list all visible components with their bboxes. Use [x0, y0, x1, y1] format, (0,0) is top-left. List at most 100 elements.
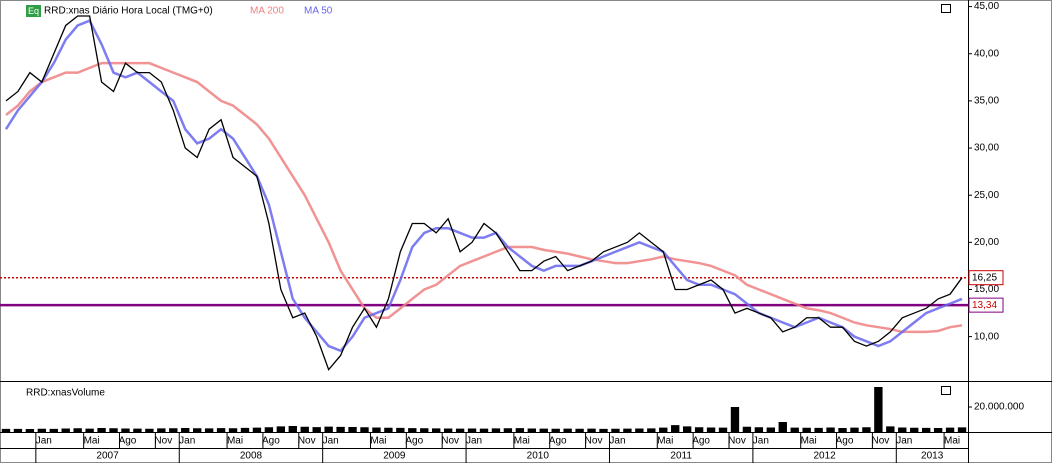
level-label-box [968, 297, 1004, 313]
x-tick-label: Nov [154, 436, 172, 447]
y-tick-label: 45,00 [974, 1, 999, 12]
volume-bar [443, 428, 453, 432]
volume-bar [491, 428, 501, 432]
volume-bar [181, 428, 190, 432]
maximize-button[interactable] [941, 4, 951, 13]
x-tick-label: Nov [298, 436, 316, 447]
volume-bar [25, 429, 35, 432]
volume-bar [539, 428, 548, 432]
volume-bar [312, 427, 321, 432]
volume-bar [61, 428, 70, 432]
volume-bar [910, 427, 919, 432]
legend-entry[interactable]: MA 50 [304, 6, 333, 17]
x-tick-label: Mai [370, 436, 386, 447]
y-tick-label: 30,00 [974, 143, 999, 154]
y-tick-label: 15,00 [974, 284, 999, 295]
volume-bar [288, 426, 297, 432]
x-tick-label: Nov [585, 436, 603, 447]
volume-bar [300, 426, 309, 432]
legend-entry[interactable]: MA 200 [250, 6, 284, 17]
x-tick-label: Jan [609, 436, 625, 447]
volume-bar [563, 428, 572, 432]
x-tick-label: Jan [753, 436, 769, 447]
year-label: 2010 [527, 451, 550, 462]
x-tick-label: Mai [657, 436, 673, 447]
y-tick-label: 20,00 [974, 237, 999, 248]
series-line [4, 19, 963, 353]
volume-bar [933, 428, 943, 432]
volume-bar [862, 427, 871, 432]
volume-bar [133, 428, 142, 432]
volume-bar [348, 427, 357, 432]
year-label: 2011 [670, 451, 692, 462]
x-tick-label: Ago [262, 436, 280, 447]
x-tick-label: Ago [836, 436, 854, 447]
volume-bar [455, 428, 465, 432]
volume-bar [109, 428, 118, 432]
maximize-button[interactable] [941, 386, 951, 395]
year-label: 2009 [383, 451, 406, 462]
year-label: 2008 [240, 451, 263, 462]
volume-bar [802, 427, 811, 432]
volume-bar [372, 427, 381, 432]
volume-bar [957, 427, 967, 432]
volume-bar [420, 428, 429, 432]
volume-bar [73, 428, 82, 432]
volume-bar [276, 426, 286, 432]
level-label-box [968, 270, 1004, 286]
x-tick-label: Jan [896, 436, 912, 447]
x-tick-label: Jan [36, 436, 52, 447]
volume-bar [682, 426, 692, 432]
volume-bar [898, 427, 907, 432]
volume-bar [85, 428, 94, 432]
x-tick-label: Nov [871, 436, 889, 447]
volume-bar [575, 428, 584, 432]
x-tick-label: Mai [944, 436, 960, 447]
x-tick-label: Mai [801, 436, 817, 447]
x-tick-label: Jan [466, 436, 482, 447]
volume-bar [264, 427, 274, 432]
volume-bar [754, 427, 764, 432]
volume-bar [13, 428, 23, 432]
volume-bar [145, 428, 154, 432]
volume-bar [826, 427, 835, 432]
volume-bar [157, 428, 166, 432]
chart-title: RRD:xnas Diário Hora Local (TMG+0) [44, 6, 213, 17]
volume-bar [611, 428, 620, 432]
x-tick-label: Mai [514, 436, 530, 447]
volume-bar [718, 427, 728, 432]
x-tick-label: Mai [84, 436, 100, 447]
x-tick-label: Ago [692, 436, 710, 447]
year-label: 2007 [96, 451, 119, 462]
x-tick-label: Ago [119, 436, 137, 447]
symbol-icon [26, 5, 41, 17]
volume-bar [240, 427, 250, 432]
level-label: 16,25 [972, 272, 997, 283]
volume-bar [252, 427, 262, 432]
volume-bar [671, 425, 680, 432]
y-tick-label: 40,00 [974, 48, 999, 59]
volume-bar [49, 428, 58, 432]
series-line [5, 61, 963, 334]
volume-bar [587, 428, 596, 432]
y-tick-label: 25,00 [974, 190, 999, 201]
year-label: 2012 [813, 451, 836, 462]
volume-bar [228, 428, 238, 432]
volume-bar [921, 427, 931, 432]
volume-bar [37, 428, 47, 432]
series-line [5, 15, 963, 371]
volume-title: RRD:xnasVolume [26, 388, 105, 399]
volume-bar [527, 428, 536, 432]
x-tick-label: Ago [549, 436, 567, 447]
x-tick-label: Nov [728, 436, 746, 447]
volume-bar [694, 427, 704, 432]
volume-bar [503, 428, 513, 432]
volume-bar [408, 428, 417, 432]
year-label: 2013 [921, 451, 944, 462]
y-tick-label: 35,00 [974, 96, 999, 107]
volume-bar [850, 427, 859, 432]
volume-bar [551, 428, 560, 432]
volume-bar [874, 387, 883, 432]
volume-bar [169, 428, 178, 432]
volume-bar [945, 427, 955, 432]
